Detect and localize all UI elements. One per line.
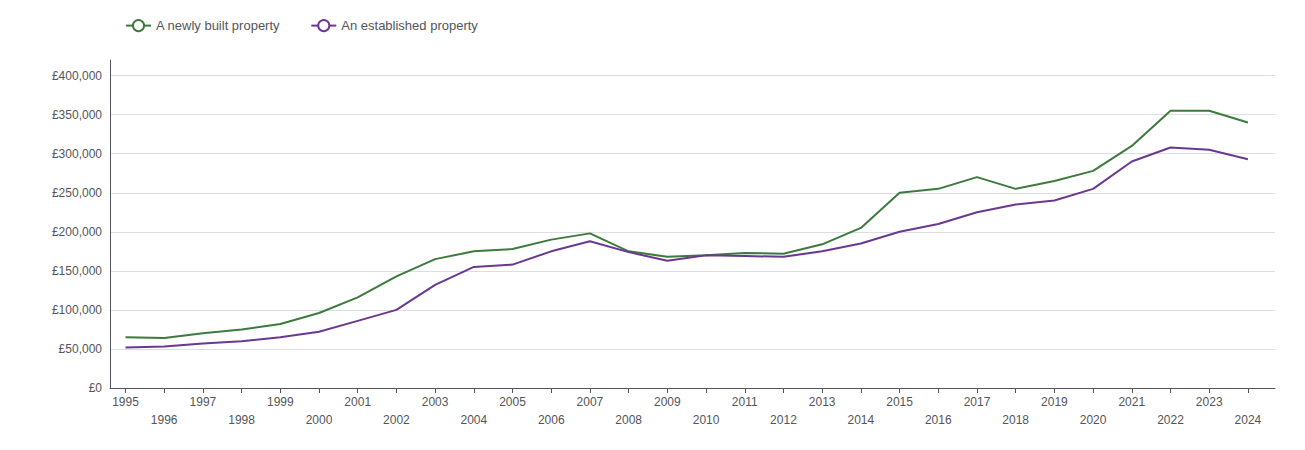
svg-text:1999: 1999 — [267, 395, 294, 409]
svg-text:2015: 2015 — [886, 395, 913, 409]
svg-text:A newly built property: A newly built property — [156, 18, 280, 33]
svg-text:2024: 2024 — [1235, 413, 1262, 427]
svg-text:1997: 1997 — [190, 395, 217, 409]
svg-text:2023: 2023 — [1196, 395, 1223, 409]
svg-text:2005: 2005 — [499, 395, 526, 409]
svg-text:2004: 2004 — [460, 413, 487, 427]
svg-text:2021: 2021 — [1118, 395, 1145, 409]
svg-text:£300,000: £300,000 — [52, 147, 102, 161]
svg-text:2007: 2007 — [577, 395, 604, 409]
svg-text:2016: 2016 — [925, 413, 952, 427]
svg-text:2013: 2013 — [809, 395, 836, 409]
svg-text:2022: 2022 — [1157, 413, 1184, 427]
svg-text:£100,000: £100,000 — [52, 303, 102, 317]
svg-text:2019: 2019 — [1041, 395, 1068, 409]
svg-text:£350,000: £350,000 — [52, 108, 102, 122]
svg-text:2002: 2002 — [383, 413, 410, 427]
svg-text:£50,000: £50,000 — [59, 342, 103, 356]
svg-text:2008: 2008 — [615, 413, 642, 427]
svg-text:1996: 1996 — [151, 413, 178, 427]
svg-text:£400,000: £400,000 — [52, 69, 102, 83]
svg-text:2001: 2001 — [344, 395, 371, 409]
svg-text:£250,000: £250,000 — [52, 186, 102, 200]
svg-text:1995: 1995 — [112, 395, 139, 409]
svg-text:2010: 2010 — [693, 413, 720, 427]
svg-text:£150,000: £150,000 — [52, 264, 102, 278]
svg-text:2003: 2003 — [422, 395, 449, 409]
svg-text:2000: 2000 — [306, 413, 333, 427]
svg-text:1998: 1998 — [228, 413, 255, 427]
svg-text:2009: 2009 — [654, 395, 681, 409]
svg-text:2017: 2017 — [964, 395, 991, 409]
svg-text:2012: 2012 — [770, 413, 797, 427]
svg-text:2011: 2011 — [732, 395, 758, 409]
svg-text:£0: £0 — [89, 381, 103, 395]
svg-text:An established property: An established property — [341, 18, 478, 33]
svg-text:2020: 2020 — [1080, 413, 1107, 427]
svg-text:2018: 2018 — [1002, 413, 1029, 427]
svg-text:2006: 2006 — [538, 413, 565, 427]
svg-text:2014: 2014 — [848, 413, 875, 427]
svg-text:£200,000: £200,000 — [52, 225, 102, 239]
